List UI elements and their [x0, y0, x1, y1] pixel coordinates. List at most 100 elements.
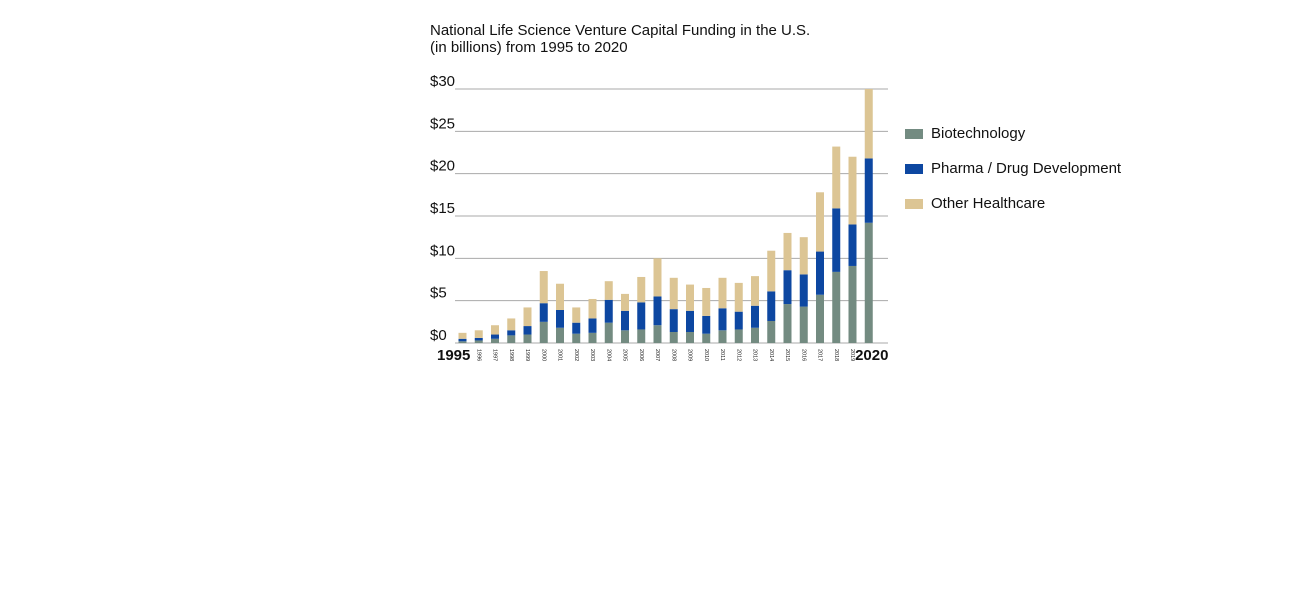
bar-pharma-drug-development-2017: [816, 251, 824, 295]
bar-other-healthcare-2018: [832, 146, 841, 209]
x-tick-label: 2000: [540, 349, 546, 361]
x-tick-label: 2005: [622, 349, 628, 361]
bar-other-healthcare-2010: [702, 287, 711, 316]
bar-other-healthcare-2008: [669, 277, 678, 310]
x-tick-label: 1995: [437, 347, 470, 364]
legend-item-biotechnology: Biotechnology: [905, 116, 1121, 151]
x-tick-label: 2018: [833, 349, 839, 361]
y-tick-label: $10: [430, 242, 455, 259]
bar-biotechnology-1995: [458, 341, 467, 343]
bar-biotechnology-1997: [491, 338, 499, 343]
bar-other-healthcare-1998: [507, 318, 516, 331]
chart-subtitle: (in billions) from 1995 to 2020: [430, 39, 628, 56]
bar-biotechnology-2016: [799, 306, 808, 343]
x-tick-label: 2007: [654, 349, 660, 361]
x-tick-label: 1999: [524, 349, 530, 361]
y-tick-label: $15: [430, 200, 455, 217]
bar-pharma-drug-development-2004: [604, 299, 613, 323]
bar-pharma-drug-development-2011: [718, 308, 727, 331]
bar-biotechnology-2020: [864, 222, 873, 343]
y-tick-label: $0: [430, 327, 447, 344]
bar-pharma-drug-development-1996: [474, 337, 483, 341]
y-tick-label: $5: [430, 285, 447, 302]
bar-biotechnology-1996: [474, 340, 483, 343]
bar-other-healthcare-1999: [523, 307, 532, 327]
bar-pharma-drug-development-1999: [523, 326, 532, 335]
bar-other-healthcare-2000: [539, 271, 548, 304]
legend: Biotechnology Pharma / Drug Development …: [905, 116, 1121, 221]
bar-pharma-drug-development-2018: [832, 208, 841, 272]
bar-biotechnology-2008: [669, 331, 678, 343]
x-tick-label: 1997: [492, 349, 498, 361]
bar-biotechnology-2005: [621, 330, 629, 343]
legend-swatch-other-healthcare: [905, 198, 923, 209]
bar-biotechnology-2003: [588, 332, 597, 343]
x-tick-label: 2020: [855, 347, 888, 364]
bar-other-healthcare-2015: [783, 232, 792, 271]
bar-other-healthcare-2020: [864, 89, 873, 159]
x-tick-label: 2004: [605, 349, 611, 361]
bar-biotechnology-2010: [702, 333, 711, 343]
bar-pharma-drug-development-2016: [799, 274, 808, 307]
x-tick-label: 2010: [703, 349, 709, 361]
chart-title: National Life Science Venture Capital Fu…: [430, 22, 811, 39]
bar-biotechnology-2017: [816, 294, 824, 343]
bar-biotechnology-2002: [572, 333, 581, 343]
legend-swatch-pharma: [905, 163, 923, 174]
bar-pharma-drug-development-2010: [702, 315, 711, 334]
bar-biotechnology-2019: [848, 265, 857, 343]
bar-other-healthcare-2019: [848, 156, 857, 225]
bar-biotechnology-2009: [686, 331, 694, 343]
x-tick-label: 2012: [735, 349, 741, 361]
bar-biotechnology-2011: [718, 330, 727, 343]
bar-other-healthcare-2016: [799, 237, 808, 275]
bar-other-healthcare-2007: [653, 258, 662, 297]
bar-other-healthcare-2013: [751, 276, 759, 306]
legend-label: Pharma / Drug Development: [931, 160, 1122, 177]
bar-pharma-drug-development-2013: [751, 305, 759, 328]
bar-pharma-drug-development-2007: [653, 296, 662, 326]
bar-pharma-drug-development-2019: [848, 224, 857, 266]
bar-biotechnology-2012: [734, 329, 743, 343]
x-tick-label: 2002: [573, 349, 579, 361]
legend-item-pharma: Pharma / Drug Development: [905, 151, 1121, 186]
bar-other-healthcare-2002: [572, 307, 581, 323]
bar-pharma-drug-development-2015: [783, 270, 792, 305]
legend-label: Biotechnology: [931, 125, 1026, 142]
bar-other-healthcare-2012: [734, 282, 743, 312]
bar-biotechnology-2015: [783, 304, 792, 343]
x-tick-label: 2016: [800, 349, 806, 361]
y-tick-label: $30: [430, 73, 455, 90]
bar-biotechnology-2006: [637, 329, 646, 343]
x-tick-label: 2015: [784, 349, 790, 361]
bar-other-healthcare-1995: [458, 332, 467, 339]
bar-pharma-drug-development-2014: [767, 291, 776, 321]
bar-pharma-drug-development-2020: [864, 158, 873, 223]
legend-label: Other Healthcare: [931, 195, 1046, 212]
x-tick-label: 1996: [475, 349, 481, 361]
bar-biotechnology-2018: [832, 271, 841, 343]
bar-biotechnology-2013: [751, 327, 759, 343]
bar-pharma-drug-development-2001: [556, 309, 564, 328]
bar-other-healthcare-2017: [816, 192, 824, 252]
bar-other-healthcare-2014: [767, 250, 776, 292]
bar-other-healthcare-2006: [637, 276, 646, 303]
bar-other-healthcare-1997: [491, 325, 499, 335]
bar-biotechnology-2007: [653, 325, 662, 343]
bar-pharma-drug-development-2003: [588, 318, 597, 333]
x-tick-label: 1998: [508, 349, 514, 361]
legend-item-other-healthcare: Other Healthcare: [905, 186, 1121, 221]
bar-biotechnology-1998: [507, 335, 516, 343]
x-tick-label: 2017: [817, 349, 823, 361]
bar-pharma-drug-development-2008: [669, 309, 678, 332]
bar-pharma-drug-development-1998: [507, 330, 516, 336]
bar-pharma-drug-development-1995: [458, 338, 467, 342]
x-tick-label: 2003: [589, 349, 595, 361]
x-tick-label: 2013: [752, 349, 758, 361]
x-tick-label: 2009: [687, 349, 693, 361]
y-tick-label: $25: [430, 115, 455, 132]
bar-other-healthcare-2004: [604, 281, 613, 300]
x-tick-label: 2019: [849, 349, 855, 361]
